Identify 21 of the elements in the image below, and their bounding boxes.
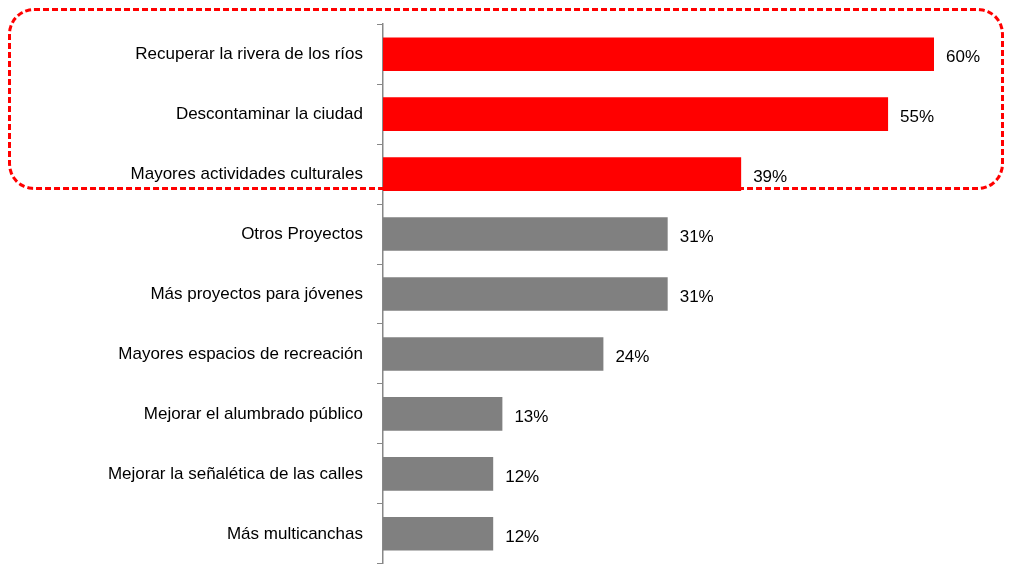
data-label: 39% (753, 166, 788, 186)
data-label: 60% (946, 46, 981, 66)
data-label: 24% (615, 346, 650, 366)
bar (383, 157, 742, 191)
y-tick-label: Otros Proyectos (241, 223, 363, 243)
y-tick-label: Descontaminar la ciudad (175, 103, 363, 123)
y-tick-label: Más proyectos para jóvenes (150, 283, 363, 303)
y-tick-label: Más multicanchas (226, 523, 363, 543)
bar (383, 97, 889, 131)
data-label: 12% (505, 466, 540, 486)
data-label: 31% (679, 286, 714, 306)
y-tick-label: Mejorar el alumbrado público (143, 403, 363, 423)
data-label: 12% (505, 526, 540, 546)
y-tick-label: Mayores actividades culturales (130, 163, 363, 183)
data-label: 13% (514, 406, 549, 426)
data-label: 55% (900, 106, 935, 126)
y-tick-label: Recuperar la rivera de los ríos (135, 43, 363, 63)
y-tick-label: Mejorar la señalética de las calles (107, 463, 363, 483)
data-label: 31% (679, 226, 714, 246)
bar (383, 37, 934, 71)
y-tick-label: Mayores espacios de recreación (118, 343, 363, 363)
